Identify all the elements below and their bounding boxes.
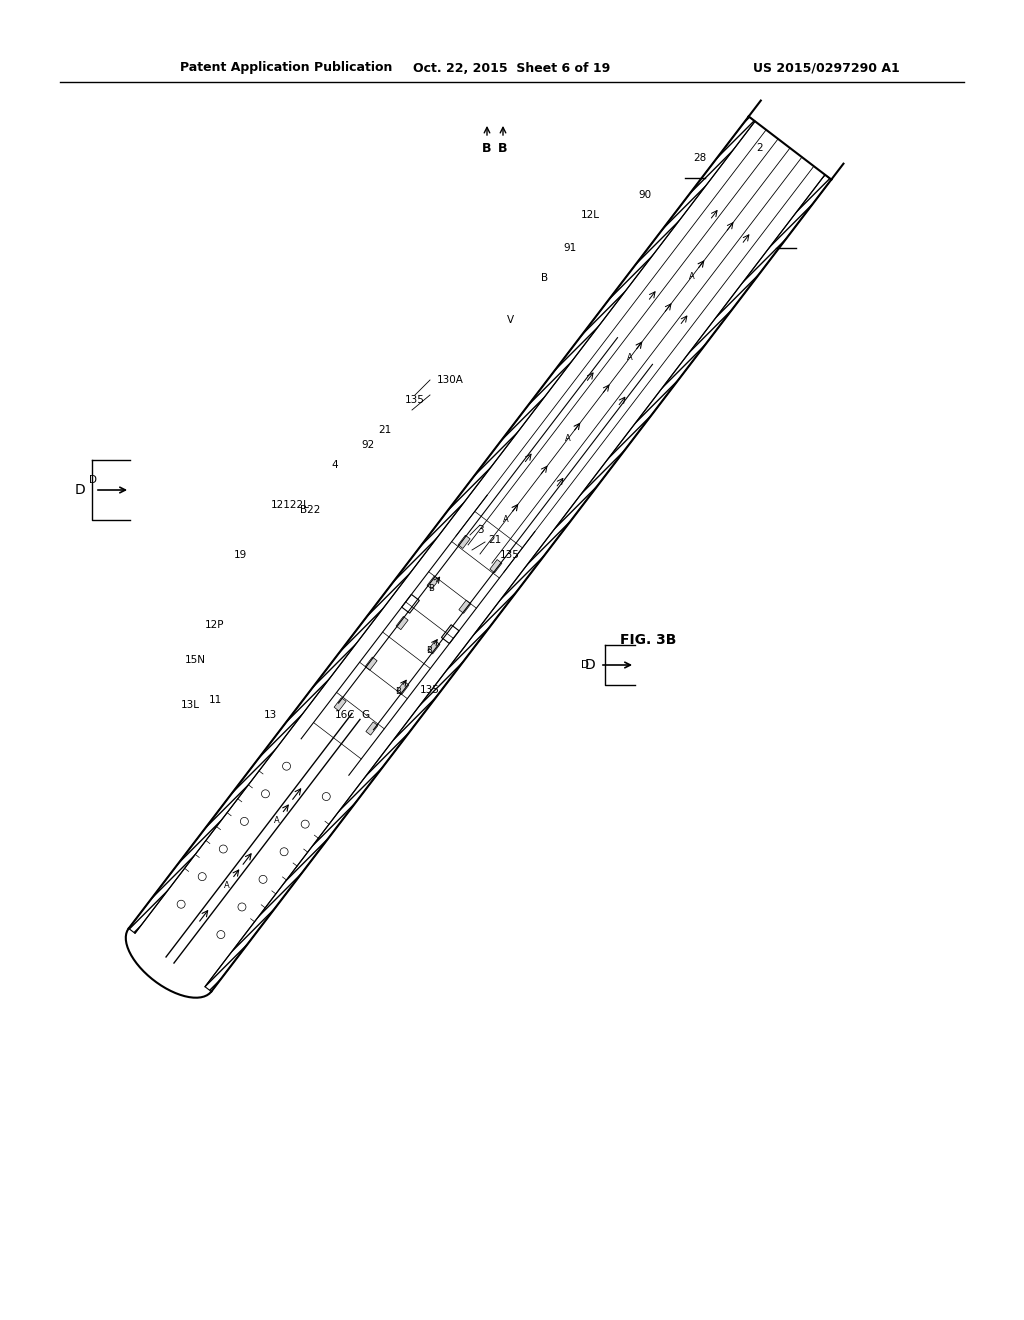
Text: 12L: 12L: [581, 210, 599, 220]
Text: B: B: [542, 273, 549, 282]
Text: 19: 19: [233, 550, 247, 560]
Text: Patent Application Publication: Patent Application Publication: [180, 62, 392, 74]
Text: 135: 135: [420, 685, 440, 696]
Circle shape: [238, 903, 246, 911]
Polygon shape: [459, 601, 471, 614]
Text: 21: 21: [488, 535, 502, 545]
Text: 12122L: 12122L: [270, 500, 309, 510]
Text: D: D: [89, 475, 97, 484]
Text: B: B: [499, 141, 508, 154]
Polygon shape: [366, 657, 377, 671]
Text: A: A: [689, 272, 695, 281]
Polygon shape: [397, 681, 409, 694]
Polygon shape: [205, 174, 831, 991]
Text: 91: 91: [563, 243, 577, 253]
Text: 135: 135: [406, 395, 425, 405]
Text: 12P: 12P: [205, 620, 224, 630]
Text: US 2015/0297290 A1: US 2015/0297290 A1: [754, 62, 900, 74]
Polygon shape: [441, 624, 459, 644]
Text: D: D: [585, 657, 595, 672]
Text: B: B: [482, 141, 492, 154]
Polygon shape: [129, 116, 755, 933]
Text: 21: 21: [379, 425, 391, 436]
Text: 2: 2: [757, 143, 763, 153]
Circle shape: [323, 792, 331, 800]
Text: 11: 11: [208, 696, 221, 705]
Circle shape: [199, 873, 206, 880]
Text: A: A: [628, 352, 633, 362]
Text: G: G: [360, 710, 369, 719]
Polygon shape: [334, 698, 346, 711]
Polygon shape: [458, 536, 470, 548]
Text: 90: 90: [638, 190, 651, 201]
Text: V: V: [507, 315, 514, 325]
Text: 13L: 13L: [180, 700, 200, 710]
Text: 28: 28: [693, 153, 707, 162]
Text: B: B: [426, 647, 431, 656]
Circle shape: [259, 875, 267, 883]
Polygon shape: [396, 616, 409, 630]
Polygon shape: [428, 640, 440, 653]
Text: D: D: [581, 660, 589, 671]
Circle shape: [283, 762, 291, 770]
Circle shape: [217, 931, 225, 939]
Text: 135: 135: [500, 550, 520, 560]
Text: D: D: [75, 483, 85, 498]
Text: 92: 92: [361, 440, 375, 450]
Text: 13: 13: [263, 710, 276, 719]
Circle shape: [301, 820, 309, 828]
Text: 15N: 15N: [184, 655, 206, 665]
Text: B: B: [394, 686, 400, 696]
Text: 3: 3: [477, 525, 483, 535]
Polygon shape: [489, 560, 502, 573]
Text: B: B: [428, 583, 434, 593]
Text: Oct. 22, 2015  Sheet 6 of 19: Oct. 22, 2015 Sheet 6 of 19: [414, 62, 610, 74]
Circle shape: [219, 845, 227, 853]
Circle shape: [177, 900, 185, 908]
Circle shape: [281, 847, 288, 855]
Text: A: A: [503, 515, 509, 524]
Text: 130A: 130A: [436, 375, 464, 385]
Text: 4: 4: [332, 459, 338, 470]
Text: FIG. 3B: FIG. 3B: [620, 634, 677, 647]
Polygon shape: [427, 576, 439, 589]
Text: A: A: [224, 880, 230, 890]
Text: 16C: 16C: [335, 710, 355, 719]
Text: B22: B22: [300, 506, 321, 515]
Circle shape: [241, 817, 249, 825]
Text: A: A: [273, 816, 280, 825]
Text: A: A: [565, 434, 571, 444]
Polygon shape: [401, 594, 420, 614]
Circle shape: [261, 789, 269, 797]
Polygon shape: [366, 722, 378, 735]
